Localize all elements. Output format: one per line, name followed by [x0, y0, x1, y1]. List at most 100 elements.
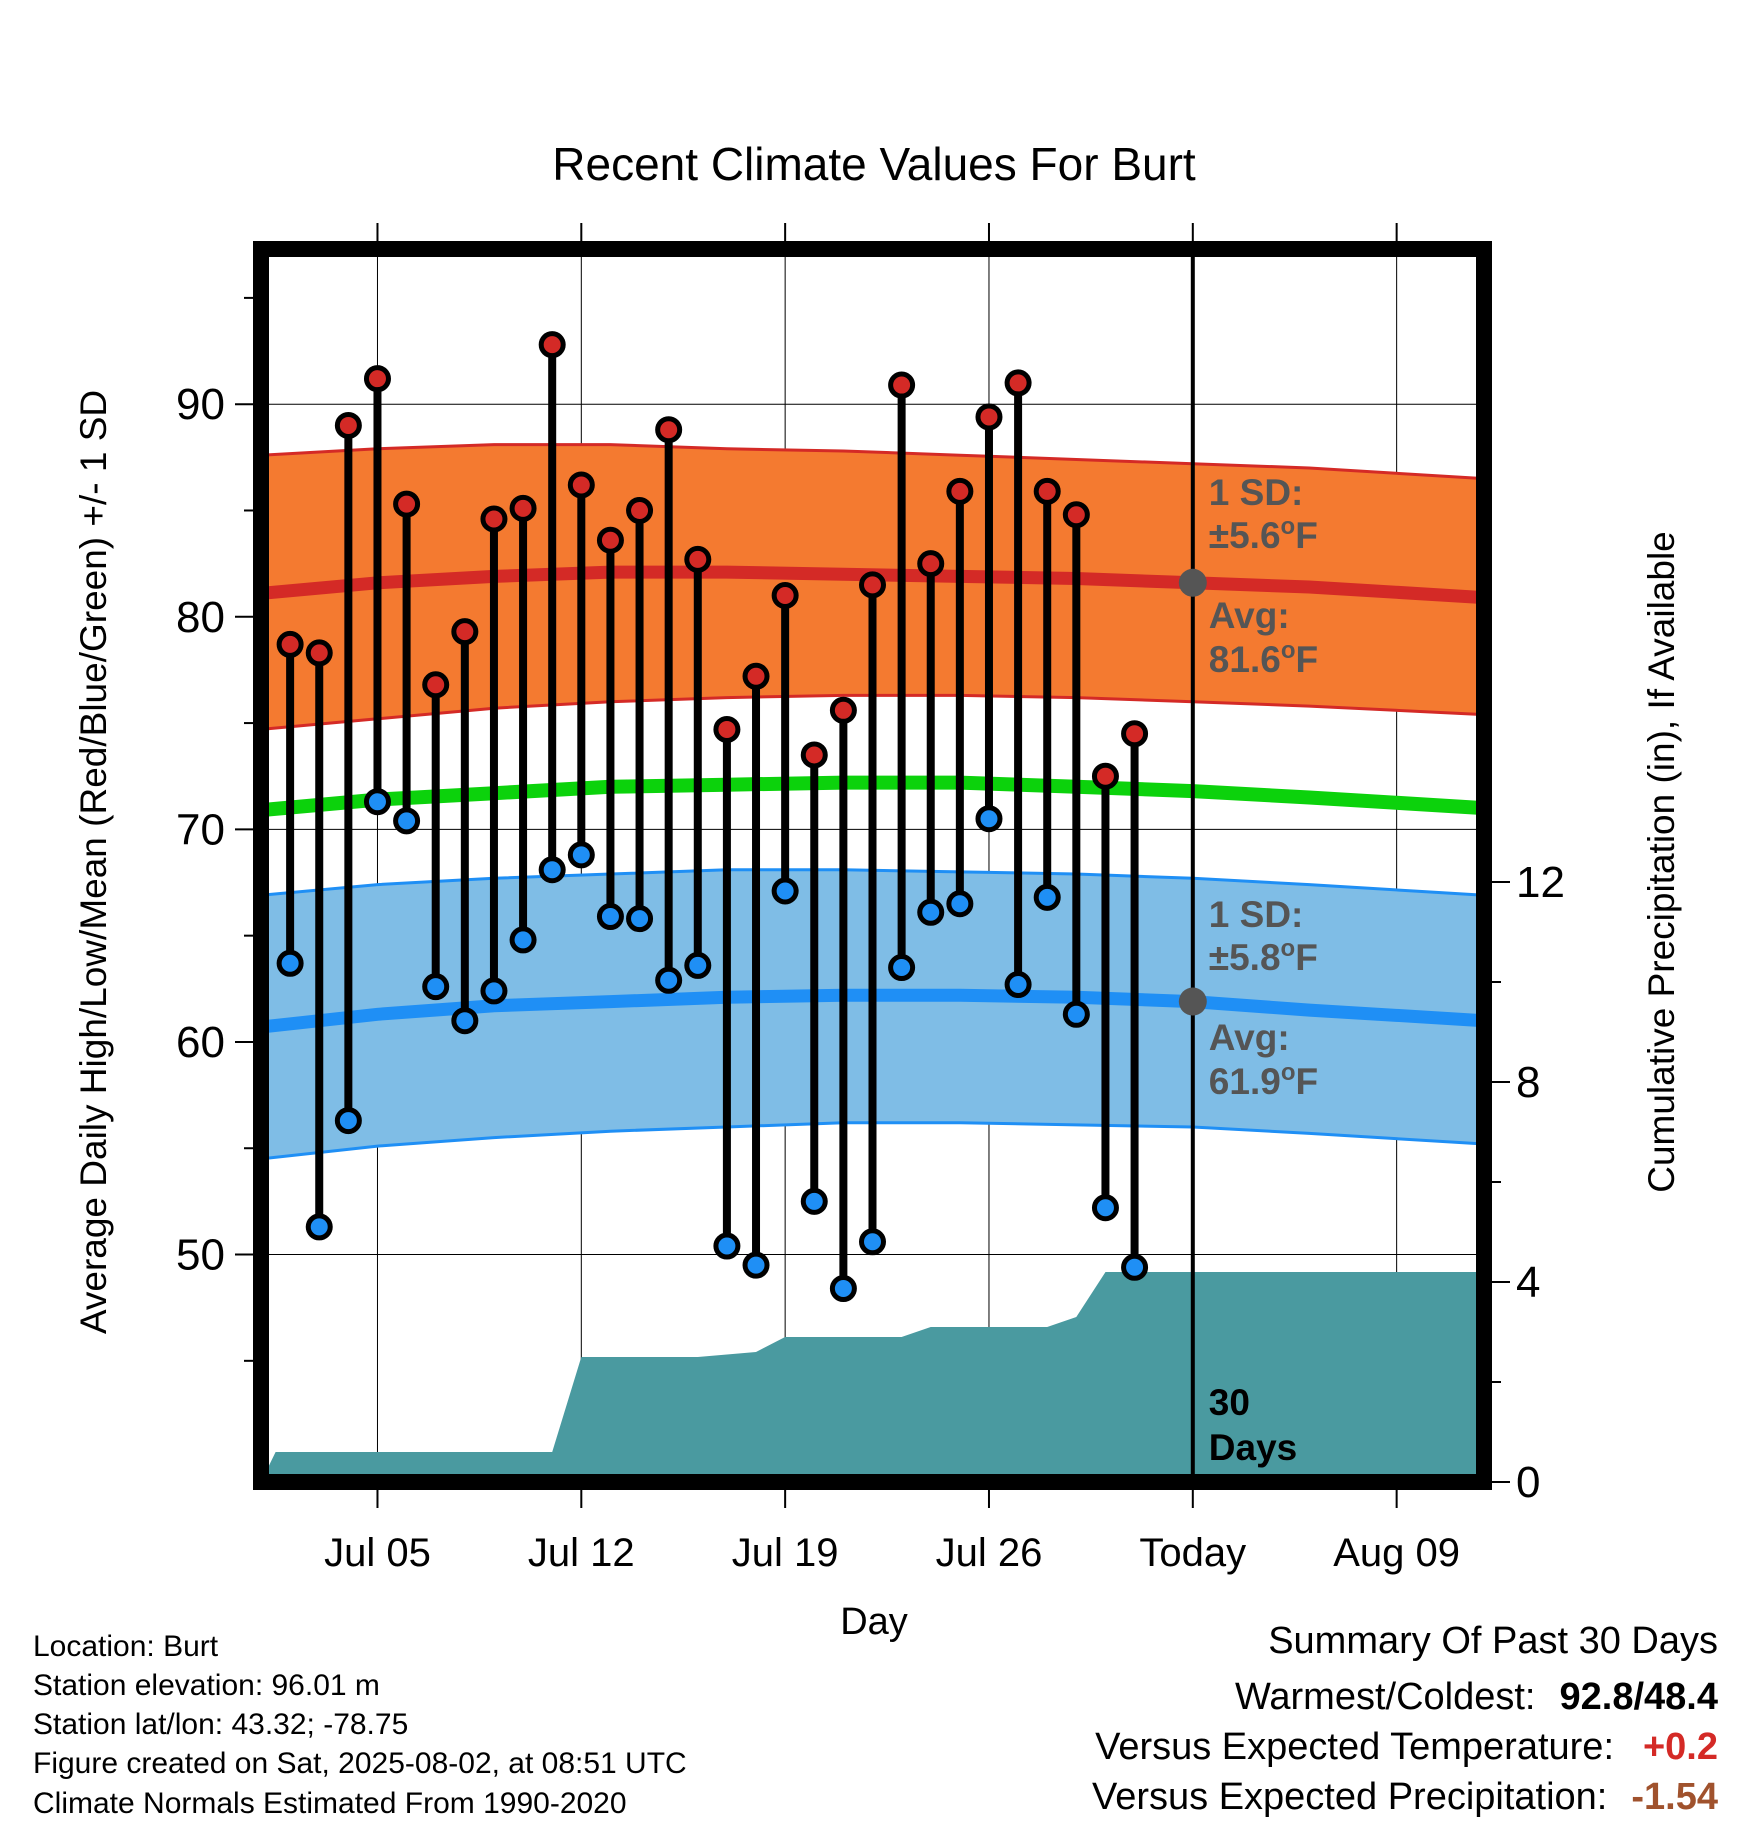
y-axis-label: Average Daily High/Low/Mean (Red/Blue/Gr…: [73, 390, 114, 1334]
daily-low-point: [626, 905, 654, 933]
precipitation-area: [261, 1272, 1484, 1482]
daily-low-point: [480, 977, 508, 1005]
daily-low-point: [305, 1213, 333, 1241]
high-sd-value-unit: F: [1295, 515, 1318, 556]
high-avg-label: Avg:: [1209, 595, 1290, 636]
y2-tick-label: 8: [1516, 1058, 1540, 1107]
daily-low-point: [422, 973, 450, 1001]
daily-high-point: [771, 582, 799, 610]
y2-axis-label: Cumulative Precipitation (in), If Availa…: [1641, 531, 1682, 1193]
low-sd-value: ±5.8oF: [1209, 935, 1318, 978]
daily-low-point: [567, 841, 595, 869]
daily-high-point: [276, 630, 304, 658]
meta-normals: Climate Normals Estimated From 1990-2020: [33, 1787, 627, 1820]
high-sd-lower-line: [261, 693, 1484, 731]
daily-low-point: [1062, 1000, 1090, 1028]
daily-low-point: [829, 1275, 857, 1303]
x-axis-label: Day: [840, 1601, 908, 1643]
daily-high-point: [363, 365, 391, 393]
x-tick-label: Jul 26: [936, 1531, 1043, 1575]
y2-tick-label: 12: [1516, 858, 1565, 907]
today-high-normal-marker: [1178, 568, 1207, 597]
low-avg-label: Avg:: [1209, 1017, 1290, 1058]
daily-low-point: [334, 1107, 362, 1135]
y2-tick-label: 4: [1516, 1258, 1540, 1307]
daily-high-point: [567, 471, 595, 499]
daily-low-point: [888, 954, 916, 982]
daily-low-point: [1004, 971, 1032, 999]
precip-period-label-line2: Days: [1209, 1427, 1297, 1468]
daily-low-point: [800, 1187, 828, 1215]
high-avg-value-degree: o: [1281, 637, 1296, 664]
high-avg-value: 81.6oF: [1209, 637, 1318, 680]
daily-high-point: [538, 331, 566, 359]
high-avg-value-unit: F: [1295, 639, 1318, 680]
low-avg-value: 61.9oF: [1209, 1059, 1318, 1102]
low-sd-value-value: ±5.8: [1209, 937, 1281, 978]
high-sd-value-value: ±5.6: [1209, 515, 1281, 556]
daily-high-point: [451, 618, 479, 646]
y-tick-label: 60: [176, 1018, 225, 1067]
low-avg-value-unit: F: [1295, 1061, 1318, 1102]
plot-inner: [261, 249, 1484, 1482]
daily-low-point: [684, 951, 712, 979]
daily-high-point: [305, 639, 333, 667]
high-normal-line: [261, 565, 1484, 605]
temperature-departure-value: +0.2: [1642, 1726, 1718, 1768]
daily-low-point: [538, 856, 566, 884]
daily-low-point: [946, 890, 974, 918]
low-sd-value-unit: F: [1295, 937, 1318, 978]
x-tick-label: Jul 05: [324, 1531, 431, 1575]
daily-low-point: [742, 1251, 770, 1279]
high-sd-value-degree: o: [1281, 513, 1296, 540]
plot-frame: [253, 241, 1492, 1490]
x-tick-label: Jul 12: [528, 1531, 635, 1575]
daily-low-point: [276, 949, 304, 977]
daily-high-point: [393, 490, 421, 518]
daily-low-point: [451, 1007, 479, 1035]
daily-high-point: [742, 662, 770, 690]
low-avg-value-value: 61.9: [1209, 1061, 1281, 1102]
x-tick-label: Today: [1139, 1531, 1246, 1575]
y2-tick-label: 0: [1516, 1458, 1540, 1507]
daily-high-point: [1091, 762, 1119, 790]
y-tick-label: 70: [176, 805, 225, 854]
daily-high-point: [800, 741, 828, 769]
daily-high-point: [684, 545, 712, 573]
summary-precipitation: Versus Expected Precipitation: -1.54: [1092, 1776, 1718, 1819]
summary-warmest-coldest: Warmest/Coldest: 92.8/48.4: [1235, 1676, 1718, 1719]
daily-low-point: [1121, 1253, 1149, 1281]
warmest-coldest-separator: /: [1633, 1676, 1645, 1718]
daily-high-point: [829, 696, 857, 724]
daily-low-point: [596, 903, 624, 931]
daily-low-point: [713, 1232, 741, 1260]
daily-low-point: [771, 877, 799, 905]
meta-latlon: Station lat/lon: 43.32; -78.75: [33, 1708, 409, 1741]
daily-low-point: [975, 805, 1003, 833]
high-sd-upper-line: [261, 443, 1484, 481]
daily-high-point: [1033, 477, 1061, 505]
low-sd-label: 1 SD:: [1209, 894, 1304, 935]
daily-low-point: [1033, 883, 1061, 911]
meta-created: Figure created on Sat, 2025-08-02, at 08…: [33, 1747, 687, 1780]
high-avg-value-value: 81.6: [1209, 639, 1281, 680]
daily-high-point: [626, 496, 654, 524]
chart-title: Recent Climate Values For Burt: [552, 138, 1196, 190]
temperature-departure-label: Versus Expected Temperature:: [1095, 1726, 1614, 1768]
daily-high-point: [509, 494, 537, 522]
low-sd-value-degree: o: [1281, 935, 1296, 962]
daily-low-point: [509, 926, 537, 954]
daily-high-point: [1121, 720, 1149, 748]
precipitation-departure-value: -1.54: [1631, 1776, 1718, 1818]
daily-low-point: [1091, 1194, 1119, 1222]
daily-low-point: [393, 807, 421, 835]
daily-high-point: [480, 505, 508, 533]
daily-high-point: [1062, 501, 1090, 529]
meta-location: Location: Burt: [33, 1630, 219, 1663]
y-tick-label: 80: [176, 593, 225, 642]
low-avg-value-degree: o: [1281, 1059, 1296, 1086]
x-tick-label: Jul 19: [732, 1531, 839, 1575]
precip-period-label-line1: 30: [1209, 1382, 1250, 1423]
